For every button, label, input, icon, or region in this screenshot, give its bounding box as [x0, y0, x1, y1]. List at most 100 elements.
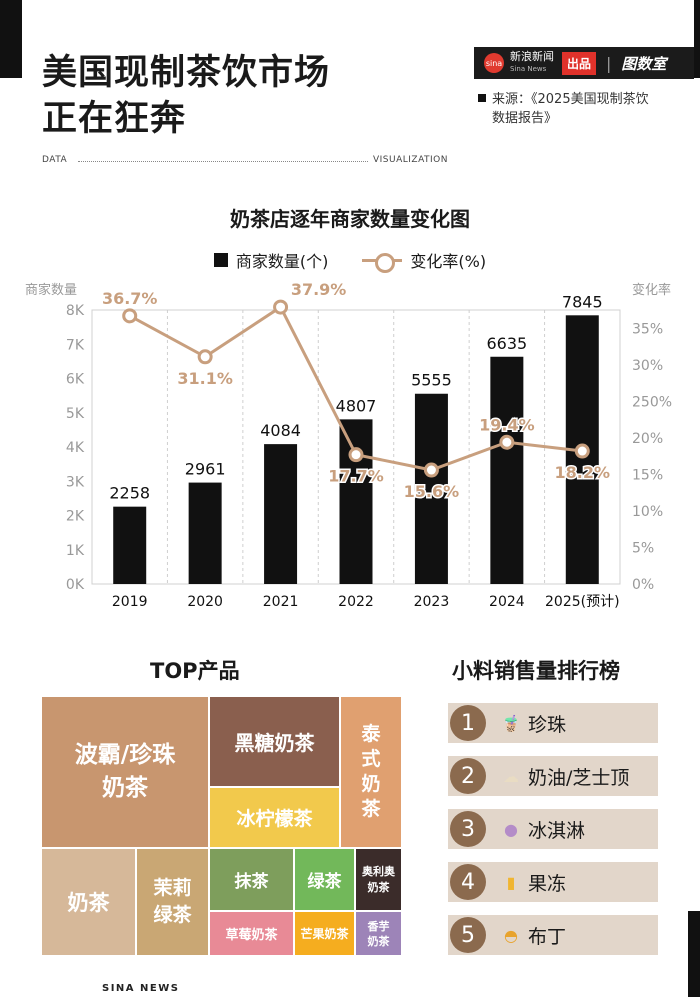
- change-rate-label: 17.7%: [328, 467, 384, 486]
- treemap-cell-mango-milk-tea: 芒果奶茶: [295, 912, 354, 955]
- bar: [339, 419, 373, 584]
- chart-legend: 商家数量(个) 变化率(%): [0, 248, 700, 273]
- chart-title: 奶茶店逐年商家数量变化图: [230, 207, 470, 231]
- treemap-cell-milk-tea: 奶茶: [42, 849, 135, 955]
- sina-logo-icon: sina: [484, 53, 504, 73]
- legend-line-label: 变化率(%): [410, 252, 487, 271]
- y-axis-left-title: 商家数量: [25, 282, 77, 298]
- change-rate-label: 37.9%: [291, 280, 347, 299]
- bar-value-label: 4084: [260, 421, 301, 440]
- y-tick-left: 5K: [66, 406, 85, 422]
- jelly-icon: ▮: [506, 872, 516, 892]
- source-note: 来源：《2025美国现制茶饮 数据报告》: [478, 90, 698, 128]
- y-tick-right: 15%: [632, 467, 663, 483]
- y-tick-right: 30%: [632, 358, 663, 374]
- x-tick-label: 2022: [338, 594, 374, 610]
- ranking-item-4: 4 ▮ 果冻: [448, 862, 658, 902]
- ice-cream-icon: ●: [504, 819, 518, 839]
- bar: [113, 506, 147, 584]
- toppings-title: 小料销售量排行榜: [452, 659, 620, 683]
- bar-value-label: 7845: [562, 292, 603, 311]
- ranking-item-3: 3 ● 冰淇淋: [448, 809, 658, 849]
- treemap-cell-thai-milk-tea: 泰式奶茶: [341, 697, 401, 847]
- change-rate-point: [423, 462, 439, 478]
- legend-bar-swatch: [213, 253, 228, 267]
- cream-icon: ☁: [503, 766, 519, 786]
- change-rate-label: 18.2%: [555, 463, 611, 482]
- y-tick-left: 2K: [66, 509, 85, 525]
- x-tick-label: 2020: [187, 594, 223, 610]
- bar: [414, 393, 448, 584]
- x-tick-label: 2024: [489, 594, 525, 610]
- y-tick-left: 6K: [66, 372, 85, 388]
- corner-decoration-right: [694, 0, 700, 78]
- brand-bar: sina 新浪新闻 Sina News 出品 | 图数室: [474, 47, 694, 79]
- rank-label: 奶油/芝士顶: [528, 766, 630, 789]
- rank-label: 珍珠: [528, 713, 567, 736]
- bar: [188, 482, 222, 584]
- x-tick-label: 2021: [263, 594, 299, 610]
- title-line-2: 正在狂奔: [42, 99, 187, 139]
- top-products-title: TOP产品: [150, 659, 240, 683]
- source-line-2: 数据报告》: [492, 111, 558, 126]
- y-tick-right: 250%: [632, 394, 672, 410]
- source-line-1: 来源：《2025美国现制茶饮: [492, 92, 649, 107]
- treemap-cell-iced-lemon-tea: 冰柠檬茶: [210, 788, 339, 847]
- legend-item-line: 变化率(%): [362, 248, 487, 273]
- treemap-cell-jasmine-green-tea: 茉莉 绿茶: [137, 849, 208, 955]
- treemap-cell-taro-milk-tea: 香芋 奶茶: [356, 912, 401, 955]
- bar: [264, 444, 298, 584]
- bar-value-label: 6635: [486, 334, 527, 353]
- legend-item-bar: 商家数量(个): [213, 248, 329, 272]
- y-axis-right-title: 变化率: [632, 282, 671, 298]
- bar-value-label: 5555: [411, 371, 452, 390]
- bar-value-label: 4807: [336, 396, 377, 415]
- legend-line-swatch: [362, 253, 403, 273]
- rank-number: 5: [450, 917, 486, 953]
- change-rate-point: [197, 349, 213, 365]
- ranking-item-5: 5 ◓ 布丁: [448, 915, 658, 955]
- title-line-1: 美国现制茶饮市场: [42, 53, 331, 93]
- change-rate-label: 19.4%: [479, 415, 535, 434]
- page-title: 美国现制茶饮市场 正在狂奔: [42, 50, 330, 142]
- treemap-cell-oreo-milk-tea: 奥利奥 奶茶: [356, 849, 401, 910]
- bar: [490, 356, 524, 584]
- rank-number: 1: [450, 705, 486, 741]
- change-rate-point: [122, 308, 138, 324]
- treemap-cell-bubble-milk-tea: 波霸/珍珠 奶茶: [42, 697, 208, 847]
- treemap-cell-brown-sugar-milk-tea: 黑糖奶茶: [210, 697, 339, 786]
- change-rate-label: 36.7%: [102, 289, 158, 308]
- y-tick-left: 8K: [66, 303, 85, 319]
- product-treemap: 波霸/珍珠 奶茶 黑糖奶茶 泰式奶茶 冰柠檬茶 奶茶 茉莉 绿茶 抹茶 绿茶 奥利奥…: [42, 697, 401, 955]
- dotted-divider: [78, 161, 368, 162]
- rank-label: 冰淇淋: [528, 819, 586, 842]
- change-rate-point: [273, 299, 289, 315]
- treemap-cell-green-tea: 绿茶: [295, 849, 354, 910]
- treemap-cell-strawberry-milk-tea: 草莓奶茶: [210, 912, 293, 955]
- y-tick-left: 3K: [66, 474, 85, 490]
- change-rate-label: 31.1%: [177, 369, 233, 388]
- y-tick-right: 20%: [632, 431, 663, 447]
- pudding-icon: ◓: [504, 925, 518, 945]
- y-tick-right: 10%: [632, 504, 663, 520]
- square-bullet-icon: [478, 94, 486, 102]
- y-tick-left: 7K: [66, 337, 85, 353]
- rank-number: 3: [450, 811, 486, 847]
- ranking-item-1: 1 🧋 珍珠: [448, 703, 658, 743]
- rank-label: 果冻: [528, 872, 567, 895]
- bubble-tea-icon: 🧋: [501, 713, 521, 733]
- y-tick-right: 35%: [632, 321, 663, 337]
- brand-sub: Sina News: [510, 65, 547, 73]
- legend-bar-label: 商家数量(个): [235, 252, 329, 271]
- brand-text: 新浪新闻 Sina News: [510, 51, 554, 75]
- rank-label: 布丁: [528, 925, 567, 948]
- y-tick-left: 1K: [66, 543, 85, 559]
- brand-separator: |: [606, 53, 612, 73]
- brand-badge: 出品: [562, 51, 597, 75]
- footer-text: SINA NEWS: [102, 983, 180, 994]
- x-tick-label: 2025(预计): [545, 594, 620, 610]
- bar-value-label: 2961: [185, 460, 226, 479]
- y-tick-left: 4K: [66, 440, 85, 456]
- corner-decoration-bottom: [688, 911, 700, 997]
- visualization-label: VISUALIZATION: [372, 155, 448, 165]
